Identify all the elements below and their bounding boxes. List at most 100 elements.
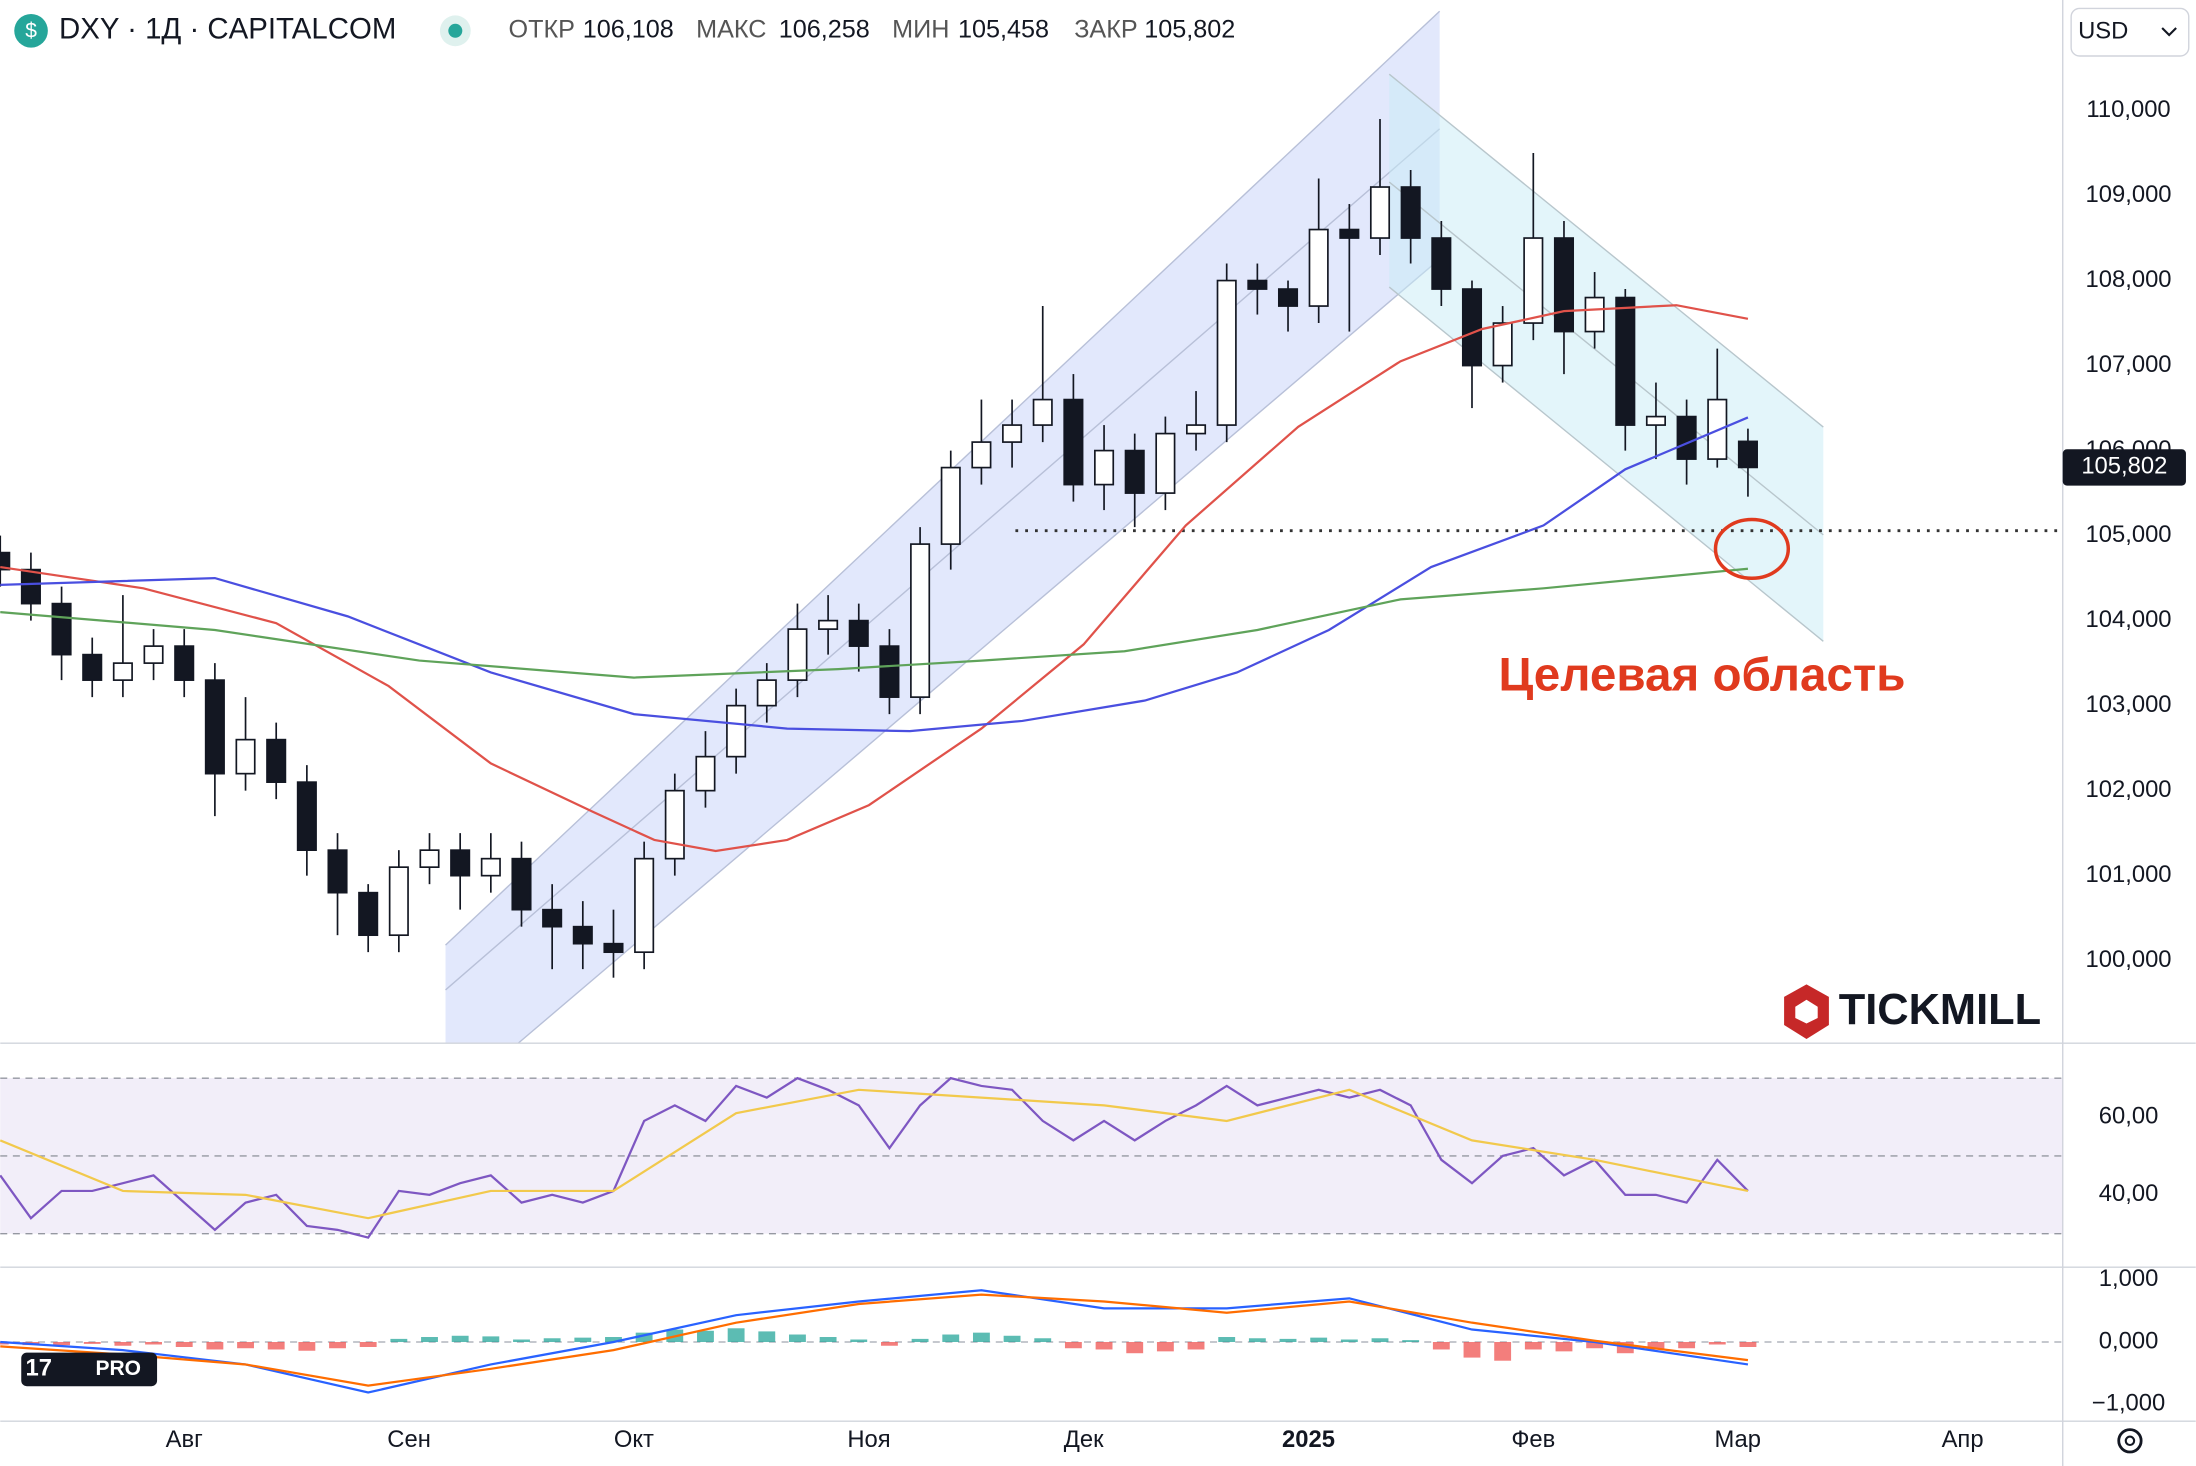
histogram-bar xyxy=(329,1342,346,1349)
channel-line xyxy=(1388,286,1824,642)
histogram-bar xyxy=(1555,1342,1573,1352)
candle-body xyxy=(266,738,287,783)
candle-body xyxy=(1308,228,1329,307)
histogram-bar xyxy=(1432,1342,1450,1350)
candle-body xyxy=(143,645,164,664)
histogram-bar xyxy=(543,1338,561,1343)
ohlc-name: ЗАКР xyxy=(1074,15,1138,43)
x-tick-label: Апр xyxy=(1942,1426,1984,1453)
histogram-bar xyxy=(1340,1339,1358,1343)
candle-body xyxy=(1369,186,1391,239)
y-tick-label: 1,000 xyxy=(2099,1265,2159,1292)
y-tick-label: 108,000 xyxy=(2086,266,2172,293)
indicator-line xyxy=(0,304,1749,853)
histogram-bar xyxy=(1095,1342,1113,1350)
y-tick-label: −1,000 xyxy=(2092,1390,2165,1417)
tv-logo xyxy=(21,1352,158,1387)
histogram-bar xyxy=(819,1337,837,1343)
candle-body xyxy=(82,653,103,681)
histogram-bar xyxy=(789,1334,806,1343)
candle-body xyxy=(112,662,133,681)
target-circle xyxy=(1713,517,1791,581)
histogram-bar xyxy=(1463,1342,1481,1358)
x-tick-label: Ноя xyxy=(847,1426,890,1453)
candle-body xyxy=(1063,398,1084,486)
candle-body xyxy=(726,704,747,758)
plot-area xyxy=(0,119,2063,1394)
y-tick-label: 107,000 xyxy=(2086,351,2172,378)
channel-line xyxy=(517,258,1441,1044)
y-tick-label: 110,000 xyxy=(2086,96,2170,123)
tv-logo-mark: 17 xyxy=(25,1355,51,1382)
y-tick-label: 109,000 xyxy=(2086,181,2172,208)
last-price-marker xyxy=(2062,449,2186,486)
indicator-line xyxy=(0,1293,1749,1387)
candle-body xyxy=(1737,440,1758,469)
candle-body xyxy=(1277,288,1299,307)
histogram-bar xyxy=(1678,1342,1696,1349)
ohlc-name: МИН xyxy=(892,15,949,43)
y-tick-label: 104,000 xyxy=(2086,606,2172,633)
candle-body xyxy=(235,738,256,775)
indicator-line xyxy=(0,1088,1749,1220)
histogram-bar xyxy=(605,1337,622,1343)
candle-body xyxy=(572,925,593,945)
histogram-bar xyxy=(942,1334,960,1343)
candle-body xyxy=(20,568,41,605)
histogram-bar xyxy=(635,1332,653,1343)
candle-body xyxy=(634,857,655,954)
candle-body xyxy=(1615,296,1636,426)
candle-body xyxy=(388,866,409,937)
candle-body xyxy=(51,602,72,656)
chart-title[interactable]: DXY · 1Д · CAPITALCOM xyxy=(59,13,396,46)
histogram-bar xyxy=(1003,1335,1021,1343)
candle-body xyxy=(1124,449,1145,494)
candle-body xyxy=(1032,398,1053,426)
histogram-bar xyxy=(972,1332,990,1343)
candle-body xyxy=(419,849,440,868)
x-tick-label: Авг xyxy=(166,1426,203,1453)
histogram-bar xyxy=(298,1342,316,1351)
candle-body xyxy=(1216,279,1237,426)
candle-body xyxy=(1492,322,1513,367)
histogram-bar xyxy=(1248,1338,1266,1343)
histogram-bar xyxy=(267,1342,285,1350)
candle-body xyxy=(480,857,501,877)
settings-icon[interactable] xyxy=(2117,1428,2143,1454)
y-tick-label: 40,00 xyxy=(2099,1180,2159,1207)
candle-body xyxy=(1400,186,1421,239)
histogram-bar xyxy=(1494,1342,1512,1361)
histogram-bar xyxy=(697,1330,714,1343)
symbol-icon-glyph: $ xyxy=(25,20,37,43)
ohlc-value: 106,258 xyxy=(779,15,870,43)
histogram-bar xyxy=(1126,1342,1144,1354)
candle-body xyxy=(1094,449,1115,486)
channel-line xyxy=(1388,181,1824,536)
histogram-bar xyxy=(758,1331,776,1343)
dropdown-arrow xyxy=(2161,27,2177,37)
currency-select[interactable] xyxy=(2070,7,2190,57)
histogram-bar xyxy=(206,1342,224,1350)
histogram-bar xyxy=(359,1342,377,1347)
candle-body xyxy=(1002,424,1023,443)
histogram-bar xyxy=(114,1342,132,1346)
histogram-bar xyxy=(1402,1340,1420,1343)
histogram-bar xyxy=(53,1342,71,1346)
y-tick-label: 60,00 xyxy=(2099,1102,2159,1129)
candle-body xyxy=(296,781,317,851)
candle-body xyxy=(204,679,225,775)
histogram-bar xyxy=(850,1339,868,1343)
candle-body xyxy=(1339,228,1360,239)
annotation: Целевая область xyxy=(1498,648,1905,701)
histogram-bar xyxy=(1586,1342,1604,1349)
candle-body xyxy=(1553,237,1575,333)
candle-body xyxy=(174,645,195,681)
ohlc-value: 105,458 xyxy=(958,15,1049,43)
candle-body xyxy=(0,551,11,571)
ohlc-value: 105,802 xyxy=(1144,15,1235,43)
histogram-bar xyxy=(1156,1342,1174,1352)
candle-body xyxy=(603,942,624,954)
candle-body xyxy=(1523,237,1544,324)
settings-icon-center xyxy=(2124,1435,2136,1447)
